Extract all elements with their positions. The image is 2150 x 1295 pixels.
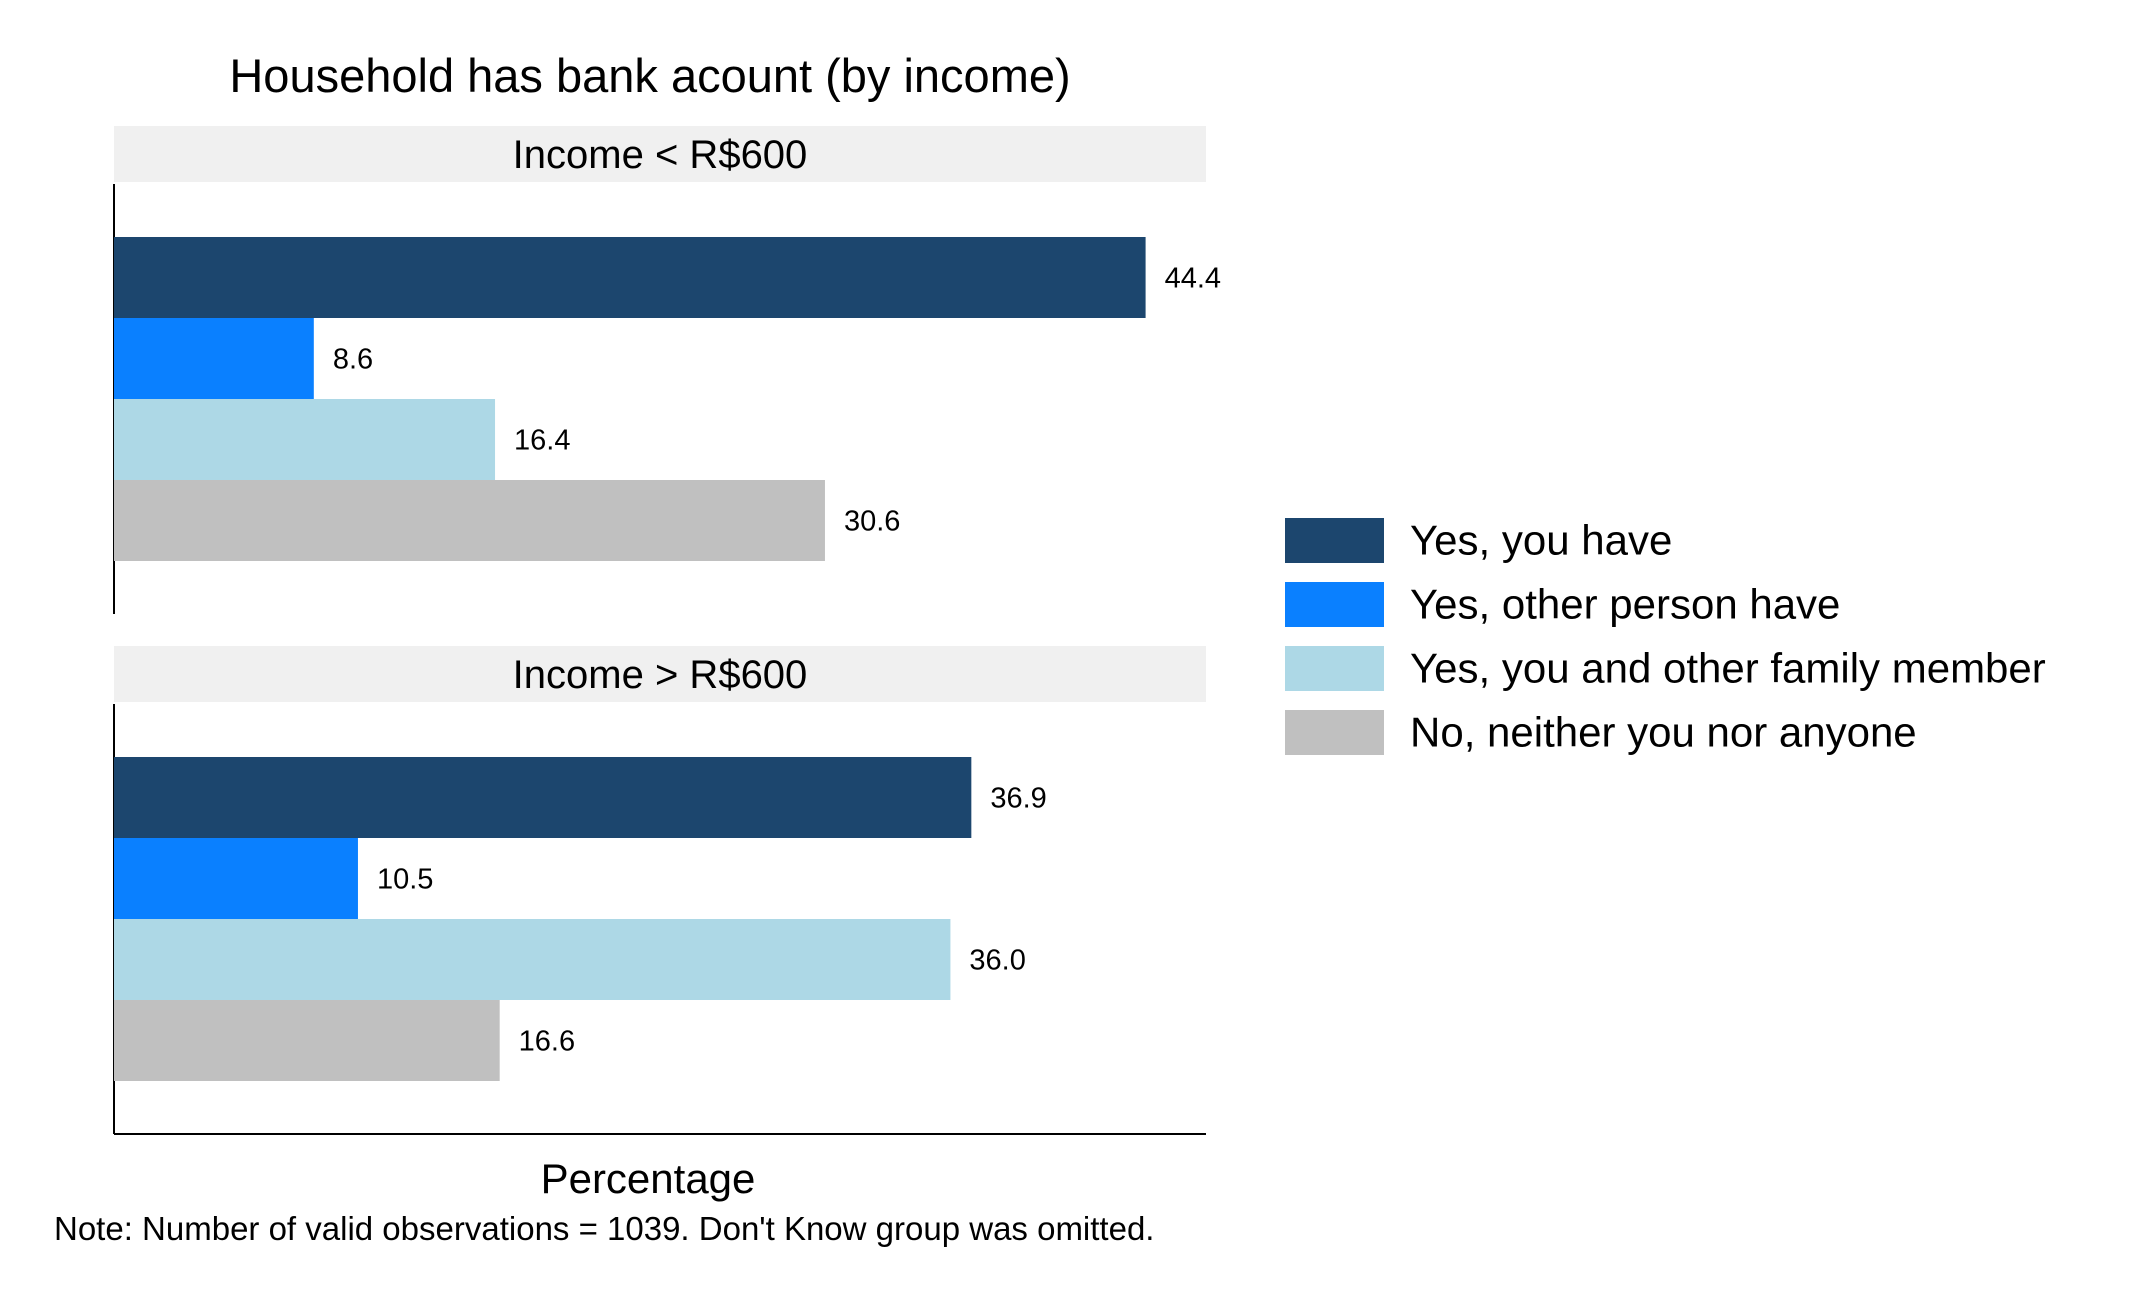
- bar-panel-1-series-2: [114, 919, 951, 1000]
- data-label-panel-1-series-1: 10.5: [377, 864, 433, 896]
- legend: Yes, you have Yes, other person have Yes, …: [1285, 517, 2046, 756]
- chart-title: Household has bank acount (by income): [229, 49, 1070, 102]
- data-label-panel-0-series-1: 8.6: [333, 344, 373, 376]
- legend-label-3: No, neither you nor anyone: [1410, 709, 1917, 756]
- panel-0: Income < R$600 44.4 8.6 16.4 30.6: [113, 126, 1221, 614]
- legend-swatch-2: [1285, 646, 1384, 691]
- chart-note: Note: Number of valid observations = 103…: [54, 1210, 1154, 1247]
- x-axis-label: Percentage: [541, 1155, 756, 1202]
- data-label-panel-1-series-0: 36.9: [990, 783, 1046, 815]
- bar-panel-1-series-3: [114, 1000, 500, 1081]
- panel-strip-0: [114, 126, 1206, 182]
- bar-panel-0-series-0: [114, 237, 1146, 318]
- legend-swatch-0: [1285, 518, 1384, 563]
- data-label-panel-0-series-3: 30.6: [844, 506, 900, 538]
- bar-panel-1-series-0: [114, 757, 972, 838]
- panel-strip-1: [114, 646, 1206, 702]
- panel-1: Income > R$600 36.9 10.5 36.0 16.6: [113, 646, 1206, 1135]
- data-label-panel-1-series-3: 16.6: [519, 1026, 575, 1058]
- bars-panel-1: 36.9 10.5 36.0 16.6: [114, 757, 1047, 1081]
- bar-panel-0-series-2: [114, 399, 496, 480]
- legend-label-2: Yes, you and other family member: [1410, 645, 2046, 692]
- bars-panel-0: 44.4 8.6 16.4 30.6: [114, 237, 1221, 561]
- bar-panel-1-series-1: [114, 838, 358, 919]
- legend-label-1: Yes, other person have: [1410, 581, 1840, 628]
- bar-panel-0-series-3: [114, 480, 825, 561]
- legend-label-0: Yes, you have: [1410, 517, 1672, 564]
- legend-swatch-1: [1285, 582, 1384, 627]
- bar-panel-0-series-1: [114, 318, 314, 399]
- panel-label-1: Income > R$600: [513, 653, 808, 697]
- legend-swatch-3: [1285, 710, 1384, 755]
- panel-label-0: Income < R$600: [513, 133, 808, 177]
- data-label-panel-1-series-2: 36.0: [969, 945, 1025, 977]
- data-label-panel-0-series-2: 16.4: [514, 425, 570, 457]
- data-label-panel-0-series-0: 44.4: [1165, 263, 1221, 295]
